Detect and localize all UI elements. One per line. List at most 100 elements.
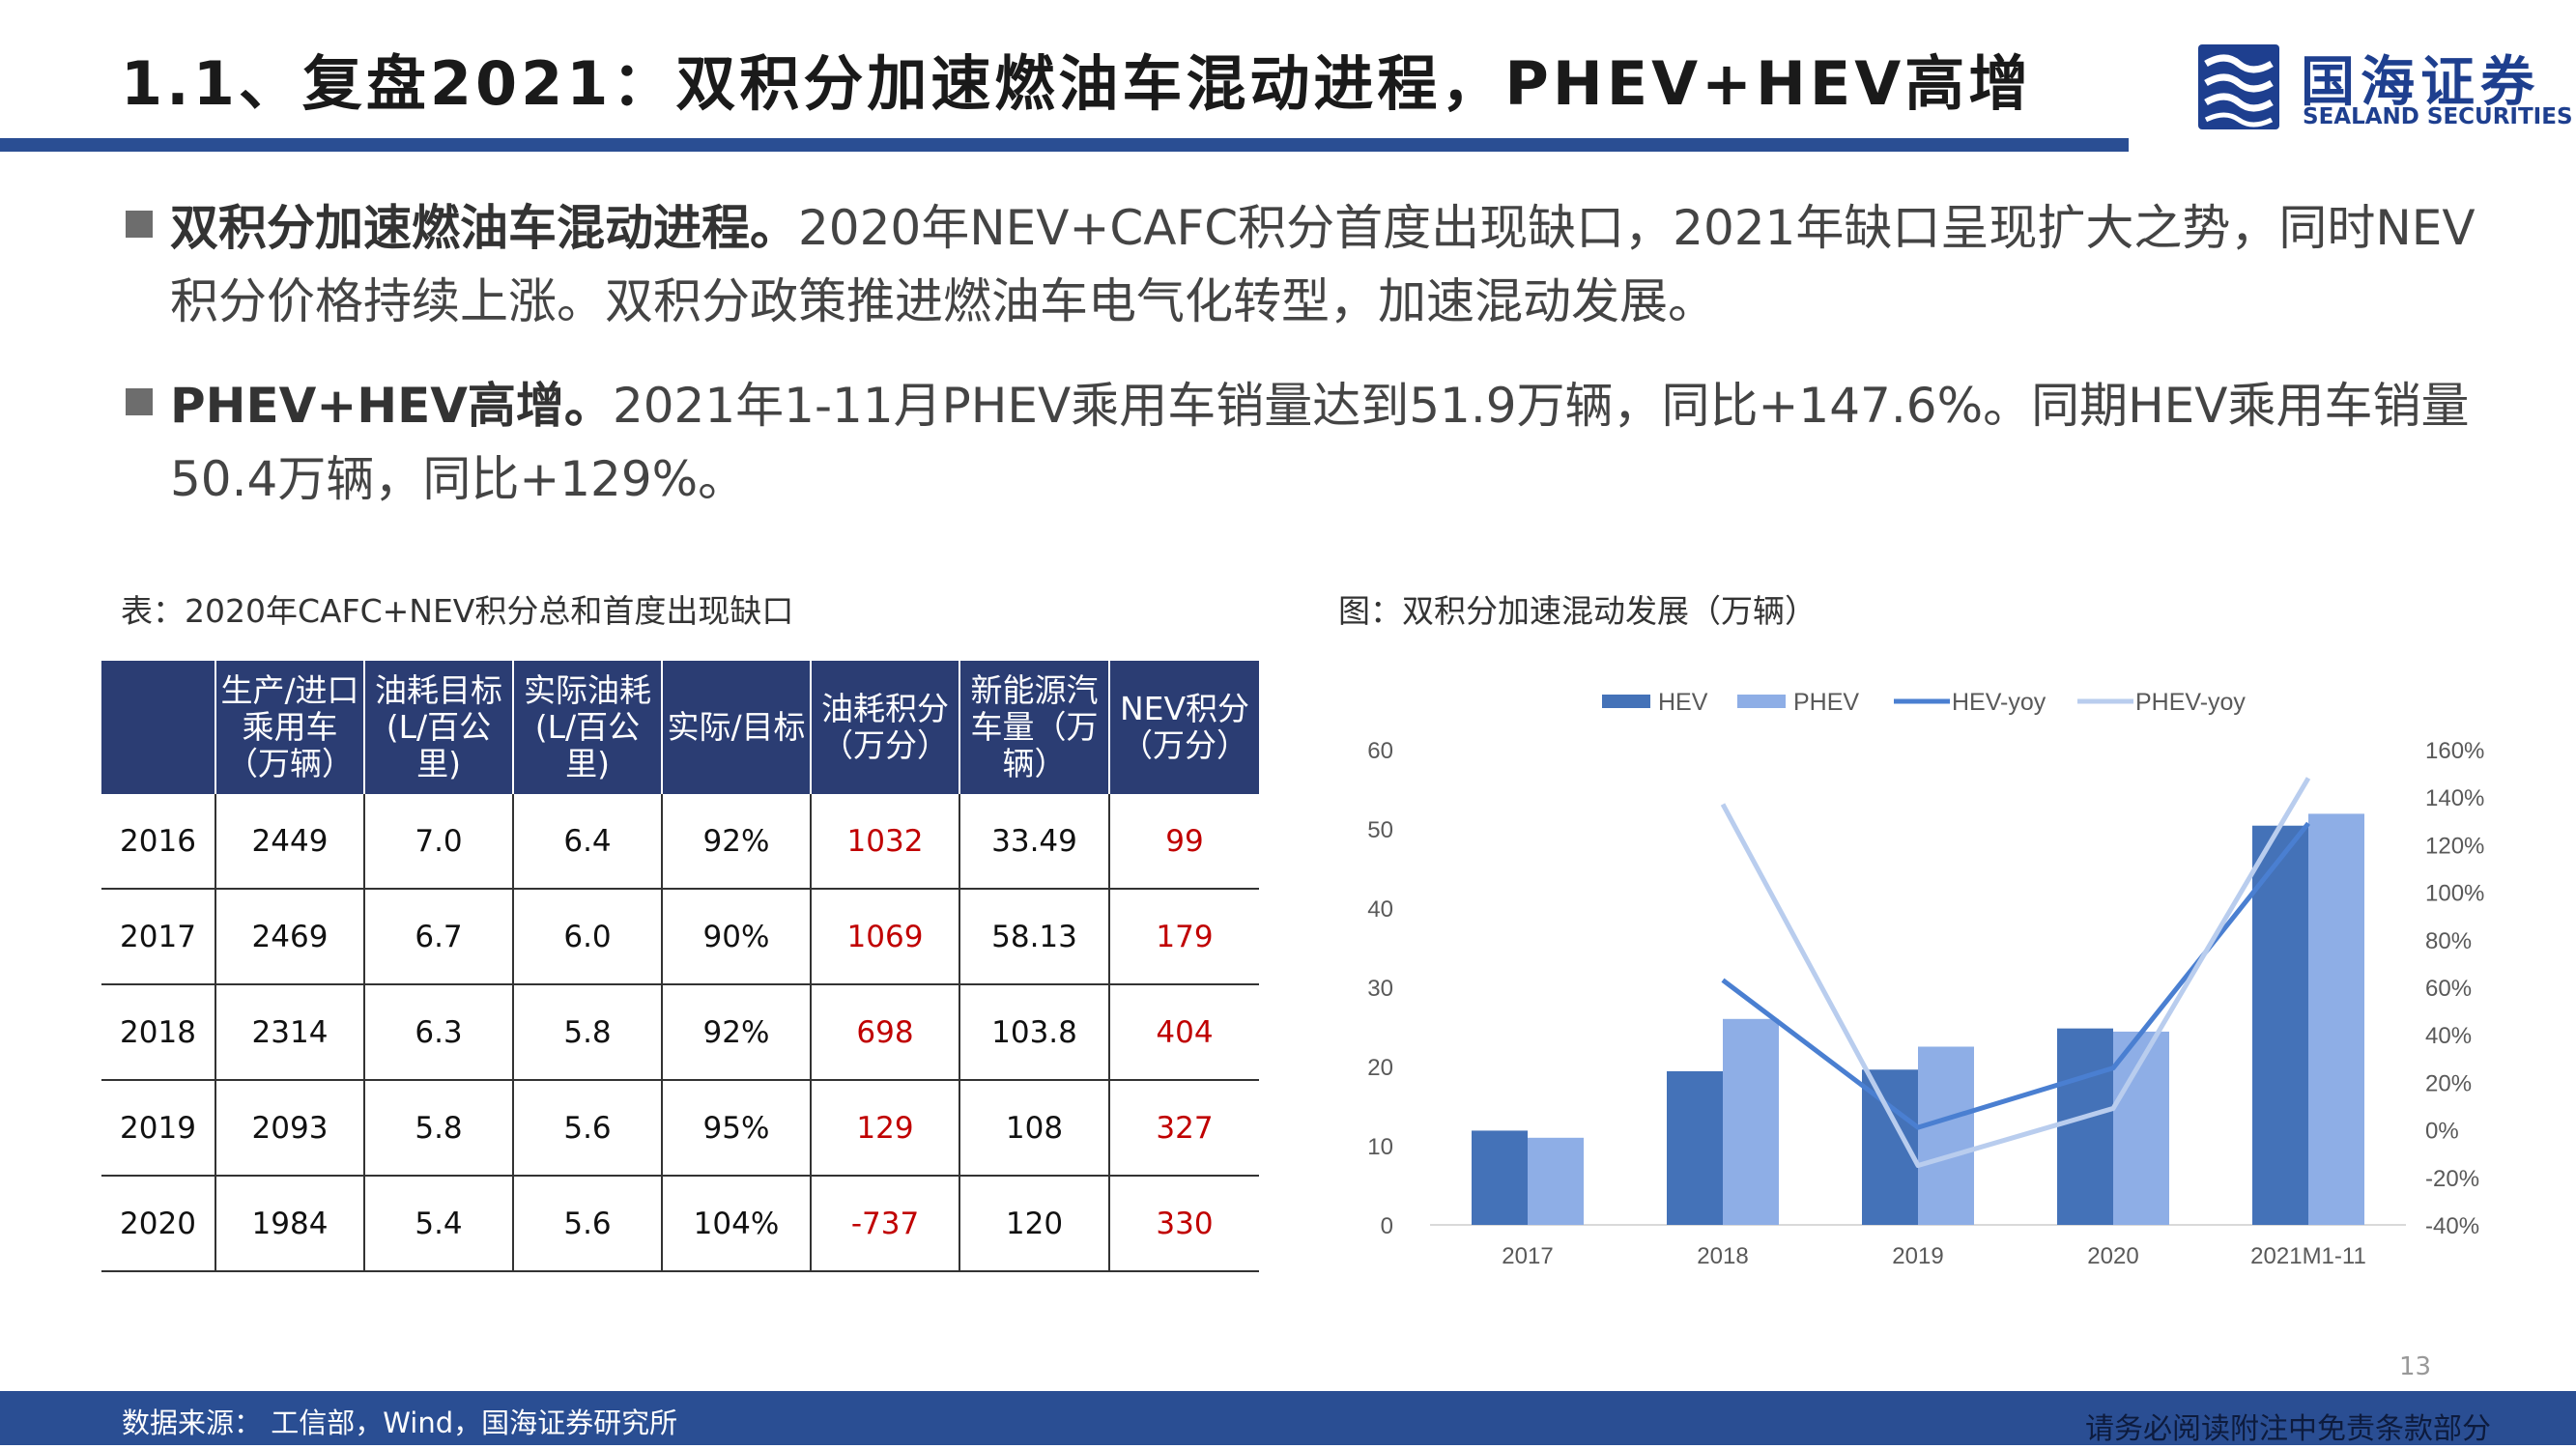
table-cell: 90% [662,889,812,985]
table-cell: 698 [811,984,960,1081]
table-cell: 7.0 [364,794,514,890]
table-cell: 5.8 [513,984,663,1081]
bar-hev [2252,825,2308,1225]
table-cell: 2020 [101,1176,216,1272]
chart-caption: 图：双积分加速混动发展（万辆） [1338,592,1817,630]
table-header-row: 生产/进口乘用车（万辆） 油耗目标(L/百公里) 实际油耗(L/百公里) 实际/… [101,661,1259,794]
credits-table: 生产/进口乘用车（万辆） 油耗目标(L/百公里) 实际油耗(L/百公里) 实际/… [101,661,1259,1272]
table-cell: 99 [1109,794,1259,890]
legend-swatch [1602,695,1650,708]
table-cell: 92% [662,794,812,890]
page-title: 1.1、复盘2021：双积分加速燃油车混动进程，PHEV+HEV高增 [121,48,2033,119]
table-cell: 2018 [101,984,216,1081]
column-header: 实际/目标 [662,661,812,794]
y-tick-right: 160% [2425,738,2484,764]
legend-swatch [1737,695,1786,708]
footer-bar: 数据来源： 工信部，Wind，国海证券研究所 请务必阅读附注中免责条款部分 [0,1391,2576,1446]
table-cell: 129 [811,1080,960,1177]
y-tick-right: 60% [2425,976,2472,1002]
table-cell: 6.7 [364,889,514,985]
table-cell: 2449 [215,794,365,890]
table-cell: 120 [959,1176,1110,1272]
y-tick-right: 140% [2425,785,2484,811]
table-cell: -737 [811,1176,960,1272]
column-header [101,661,216,794]
bullet-item: 双积分加速燃油车混动进程。2020年NEV+CAFC积分首度出现缺口，2021年… [126,191,2522,338]
table-cell: 5.4 [364,1176,514,1272]
y-tick-left: 60 [1367,738,1393,764]
legend-label: HEV-yoy [1952,689,2046,716]
x-tick-label: 2020 [2087,1243,2138,1269]
bar-phev [2308,813,2364,1225]
y-tick-right: 40% [2425,1023,2472,1049]
table-row: 2018 2314 6.3 5.8 92% 698 103.8 404 [101,984,1259,1081]
y-tick-right: 0% [2425,1119,2459,1145]
bullet-item: PHEV+HEV高增。2021年1-11月PHEV乘用车销量达到51.9万辆，同… [126,369,2522,516]
table-cell: 6.4 [513,794,663,890]
table-cell: 104% [662,1176,812,1272]
table-cell: 1032 [811,794,960,890]
x-tick-label: 2018 [1697,1243,1748,1269]
bullet-lead: 双积分加速燃油车混动进程。 [170,200,798,256]
y-tick-left: 0 [1381,1213,1393,1239]
data-source: 数据来源： 工信部，Wind，国海证券研究所 [122,1406,678,1439]
table-cell: 5.8 [364,1080,514,1177]
x-tick-label: 2021M1-11 [2250,1243,2366,1269]
table-cell: 2093 [215,1080,365,1177]
line-phev-yoy [1720,777,2311,1168]
table-caption: 表：2020年CAFC+NEV积分总和首度出现缺口 [121,592,794,630]
table-cell: 92% [662,984,812,1081]
table-cell: 58.13 [959,889,1110,985]
table-cell: 6.0 [513,889,663,985]
column-header: 新能源汽车量（万辆） [959,661,1110,794]
logo-text-cn: 国海证券 [2301,51,2540,114]
table-cell: 404 [1109,984,1259,1081]
disclaimer: 请务必阅读附注中免责条款部分 [2085,1412,2491,1446]
logo-text-en: SEALAND SECURITIES [2303,104,2573,129]
y-tick-right: 100% [2425,881,2484,907]
legend-label: HEV [1658,689,1708,716]
column-header: 实际油耗(L/百公里) [513,661,663,794]
column-header: 油耗积分（万分） [811,661,960,794]
bar-phev [1723,1018,1779,1225]
bar-hev [1667,1070,1723,1225]
x-tick-label: 2017 [1502,1243,1553,1269]
table-cell: 330 [1109,1176,1259,1272]
x-tick-label: 2019 [1892,1243,1943,1269]
bullet-square-icon [126,388,153,415]
y-tick-right: 20% [2425,1070,2472,1096]
table-cell: 179 [1109,889,1259,985]
table-row: 2020 1984 5.4 5.6 104% -737 120 330 [101,1176,1259,1272]
bar-phev [1528,1137,1584,1225]
table-cell: 327 [1109,1080,1259,1177]
y-tick-right: -40% [2425,1213,2479,1239]
table-cell: 6.3 [364,984,514,1081]
legend-label: PHEV-yoy [2135,689,2246,716]
company-logo: 国海证券 SEALAND SECURITIES [2198,39,2573,135]
y-tick-left: 30 [1367,976,1393,1002]
table-row: 2016 2449 7.0 6.4 92% 1032 33.49 99 [101,794,1259,890]
table-cell: 2017 [101,889,216,985]
table-cell: 2019 [101,1080,216,1177]
y-tick-left: 20 [1367,1055,1393,1081]
y-tick-right: -20% [2425,1166,2479,1192]
table-cell: 1984 [215,1176,365,1272]
table-cell: 5.6 [513,1176,663,1272]
bar-phev [1918,1046,1974,1225]
bullet-text: 2020年NEV+CAFC积分首度出现缺口，2021年缺口呈现扩大之势，同时NE… [170,200,2476,329]
column-header: 油耗目标(L/百公里) [364,661,514,794]
table-row: 2017 2469 6.7 6.0 90% 1069 58.13 179 [101,889,1259,985]
bullet-text: 2021年1-11月PHEV乘用车销量达到51.9万辆，同比+147.6%。同期… [170,378,2470,507]
table-cell: 2469 [215,889,365,985]
y-tick-left: 50 [1367,817,1393,843]
sealand-logo-icon [2198,44,2279,129]
bar-hev [1472,1130,1528,1225]
table-cell: 108 [959,1080,1110,1177]
bar-hev [2057,1028,2113,1225]
bullet-square-icon [126,211,153,238]
table-row: 2019 2093 5.8 5.6 95% 129 108 327 [101,1080,1259,1177]
page-number: 13 [2399,1352,2432,1381]
table-cell: 1069 [811,889,960,985]
y-tick-right: 80% [2425,928,2472,954]
table-cell: 2314 [215,984,365,1081]
